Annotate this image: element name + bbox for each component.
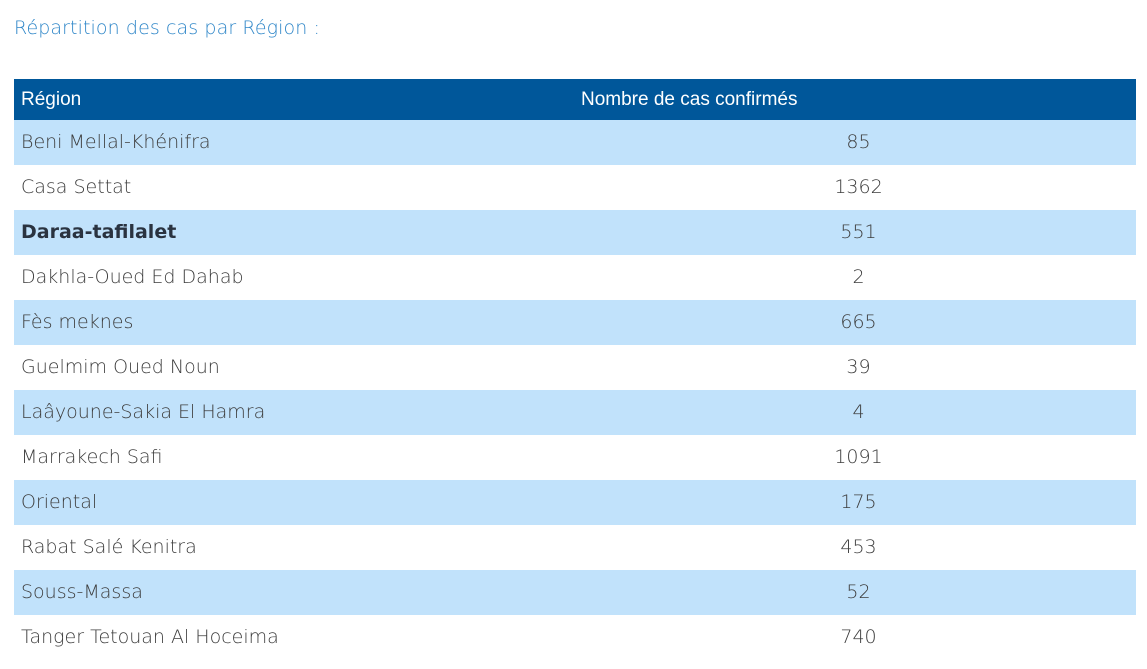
count-cell: 4 (581, 390, 1136, 435)
section-heading: Répartition des cas par Région : (14, 17, 321, 39)
table-row: Laâyoune-Sakia El Hamra 4 (14, 390, 1136, 435)
region-cell: Fès meknes (14, 300, 581, 345)
count-cell: 1362 (581, 165, 1136, 210)
table-header-row: Région Nombre de cas confirmés (14, 79, 1136, 120)
cases-by-region-table: Région Nombre de cas confirmés Beni Mell… (14, 79, 1136, 660)
count-cell: 52 (581, 570, 1136, 615)
count-cell: 740 (581, 615, 1136, 660)
count-cell: 665 (581, 300, 1136, 345)
table-row: Souss-Massa 52 (14, 570, 1136, 615)
region-cell: Daraa-tafilalet (14, 210, 581, 255)
table-row: Casa Settat 1362 (14, 165, 1136, 210)
header-confirmed-cases: Nombre de cas confirmés (581, 79, 1136, 120)
region-cell: Casa Settat (14, 165, 581, 210)
region-cell: Tanger Tetouan Al Hoceima (14, 615, 581, 660)
header-confirmed-cases-label: Nombre de cas confirmés (581, 89, 798, 110)
table-row: Beni Mellal-Khénifra 85 (14, 120, 1136, 165)
table-row: Daraa-tafilalet 551 (14, 210, 1136, 255)
count-cell: 1091 (581, 435, 1136, 480)
table-row: Fès meknes 665 (14, 300, 1136, 345)
count-cell: 175 (581, 480, 1136, 525)
table-row: Dakhla-Oued Ed Dahab 2 (14, 255, 1136, 300)
region-cell: Guelmim Oued Noun (14, 345, 581, 390)
region-cell: Laâyoune-Sakia El Hamra (14, 390, 581, 435)
table-row: Rabat Salé Kenitra 453 (14, 525, 1136, 570)
count-cell: 551 (581, 210, 1136, 255)
header-region: Région (14, 79, 581, 120)
table-row: Oriental 175 (14, 480, 1136, 525)
count-cell: 85 (581, 120, 1136, 165)
count-cell: 39 (581, 345, 1136, 390)
table-row: Marrakech Safi 1091 (14, 435, 1136, 480)
region-cell: Rabat Salé Kenitra (14, 525, 581, 570)
table-row: Tanger Tetouan Al Hoceima 740 (14, 615, 1136, 660)
count-cell: 2 (581, 255, 1136, 300)
table-row: Guelmim Oued Noun 39 (14, 345, 1136, 390)
region-cell: Beni Mellal-Khénifra (14, 120, 581, 165)
count-cell: 453 (581, 525, 1136, 570)
region-cell: Marrakech Safi (14, 435, 581, 480)
region-cell: Dakhla-Oued Ed Dahab (14, 255, 581, 300)
region-cell: Oriental (14, 480, 581, 525)
region-cell: Souss-Massa (14, 570, 581, 615)
